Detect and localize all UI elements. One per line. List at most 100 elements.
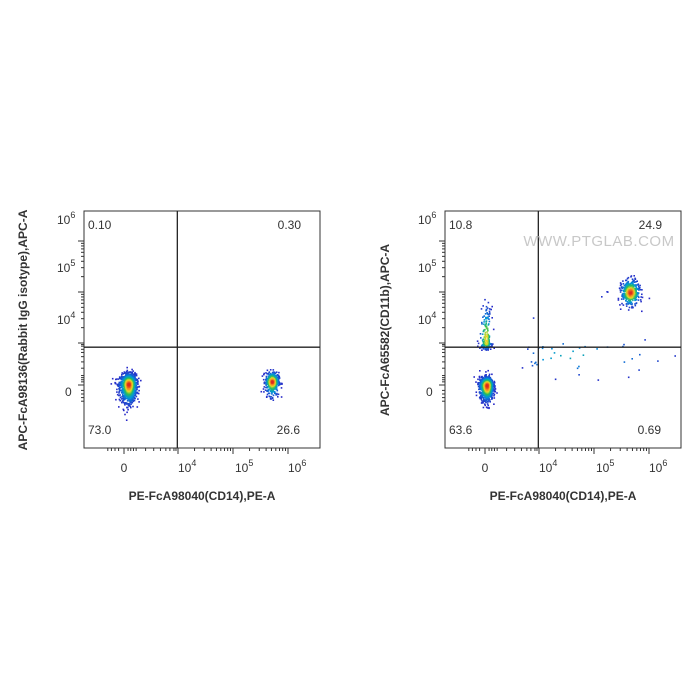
event-dot xyxy=(481,321,483,324)
event-dot xyxy=(487,316,489,318)
event-dot xyxy=(119,387,121,390)
event-dot xyxy=(578,347,581,349)
event-dot xyxy=(121,387,124,389)
event-dot xyxy=(117,378,120,380)
event-dot xyxy=(485,327,488,330)
event-dot xyxy=(482,377,485,380)
event-dot xyxy=(484,338,487,340)
event-dot xyxy=(639,299,642,301)
y-tick-label-10e6: 106 xyxy=(418,210,436,227)
event-dot xyxy=(130,399,133,401)
event-dot xyxy=(136,391,138,394)
event-dot xyxy=(116,393,119,396)
event-dot xyxy=(550,357,552,360)
event-dot xyxy=(626,300,629,303)
event-dot xyxy=(130,371,133,374)
event-dot xyxy=(488,337,490,339)
event-dot xyxy=(123,371,126,373)
event-dot xyxy=(634,298,637,300)
y-axis-label: APC-FcA65582(CD11b),APC-A xyxy=(378,244,392,416)
event-dot xyxy=(488,310,491,313)
event-dot xyxy=(488,318,490,320)
event-dot xyxy=(607,291,609,293)
x-tick-label-10e4: 104 xyxy=(539,458,557,475)
event-dot xyxy=(620,287,623,289)
event-dot xyxy=(488,340,490,343)
event-dot xyxy=(632,299,634,301)
svg-text:104: 104 xyxy=(178,458,196,475)
event-dot xyxy=(484,396,486,399)
event-dot xyxy=(132,405,134,408)
event-dot xyxy=(121,372,123,374)
event-dot xyxy=(641,296,644,299)
event-dot xyxy=(483,329,485,331)
event-dot xyxy=(485,339,487,342)
event-dot xyxy=(128,403,130,405)
event-dot xyxy=(486,337,489,339)
event-dot xyxy=(475,391,478,393)
event-dot xyxy=(121,376,124,378)
event-dot xyxy=(484,376,486,378)
event-dot xyxy=(635,286,638,289)
event-dot xyxy=(482,406,485,409)
event-dot xyxy=(532,317,535,319)
event-dot xyxy=(620,298,623,300)
quadrant-lower-left-value: 63.6 xyxy=(449,423,473,437)
event-dot xyxy=(481,389,483,391)
event-dot xyxy=(110,383,113,385)
svg-text:0: 0 xyxy=(426,385,433,399)
y-tick-label-0: 0 xyxy=(65,385,72,399)
event-dot xyxy=(628,291,631,293)
svg-text:106: 106 xyxy=(288,458,306,475)
event-dot xyxy=(486,407,489,409)
event-dot xyxy=(131,395,133,397)
event-dot xyxy=(114,382,117,385)
event-dot xyxy=(488,373,491,376)
event-dot xyxy=(493,403,495,405)
event-dot xyxy=(674,355,676,357)
event-dot xyxy=(133,397,136,399)
event-dot xyxy=(487,324,490,326)
event-dot xyxy=(493,390,495,393)
event-dot xyxy=(484,336,486,339)
event-dot xyxy=(118,394,120,397)
event-dot xyxy=(128,400,131,402)
event-dot xyxy=(657,360,659,362)
event-dot xyxy=(277,374,280,377)
event-dot xyxy=(560,354,562,357)
event-dot xyxy=(492,392,495,395)
quadrant-upper-left-value: 10.8 xyxy=(449,218,473,232)
event-dot xyxy=(130,406,132,409)
event-dot xyxy=(630,303,632,305)
plot-isotype: 0.10 0.30 73.0 26.6 0 104 105 106 0 104 … xyxy=(16,209,321,503)
event-dot xyxy=(280,387,283,389)
event-dot xyxy=(489,343,492,345)
event-dot xyxy=(489,348,492,350)
event-dot xyxy=(488,308,491,310)
event-dot xyxy=(483,399,486,401)
event-dot xyxy=(485,406,488,408)
event-dot xyxy=(485,326,488,328)
event-dot xyxy=(481,339,484,341)
event-dot xyxy=(487,349,489,351)
event-dot xyxy=(623,294,626,296)
event-dot xyxy=(485,342,488,345)
event-dot xyxy=(121,401,123,404)
event-dot xyxy=(275,388,277,391)
event-dot xyxy=(119,394,121,396)
event-dot xyxy=(623,361,626,363)
event-dot xyxy=(266,385,269,388)
event-dot xyxy=(630,285,632,287)
event-dot xyxy=(482,342,485,344)
event-dot xyxy=(263,373,265,376)
event-dot xyxy=(482,330,485,333)
event-dot xyxy=(278,375,280,378)
event-dot xyxy=(128,383,130,386)
event-dot xyxy=(620,289,623,292)
event-dot xyxy=(485,398,487,401)
svg-text:0: 0 xyxy=(121,461,128,475)
event-dot xyxy=(480,308,483,310)
event-dot xyxy=(634,296,637,298)
event-dot xyxy=(267,373,270,375)
event-dot xyxy=(482,305,484,307)
